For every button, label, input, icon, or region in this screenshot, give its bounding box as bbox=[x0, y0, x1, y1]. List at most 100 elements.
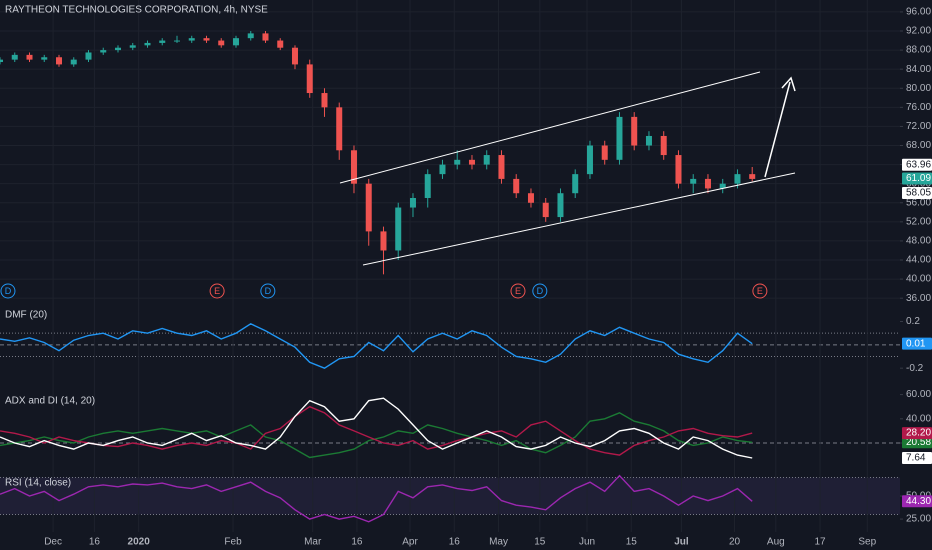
last-value-box bbox=[902, 427, 932, 440]
candle-body bbox=[734, 174, 741, 184]
candle-body bbox=[203, 38, 210, 41]
event-label: D bbox=[537, 286, 544, 296]
candle-body bbox=[85, 52, 92, 60]
y-tick-label: 80.00 bbox=[906, 83, 931, 94]
last-value-label: 0.01 bbox=[906, 338, 926, 349]
y-tick-label: 0.2 bbox=[906, 316, 920, 327]
candle-body bbox=[690, 178, 697, 184]
event-marker bbox=[510, 283, 526, 299]
candle-body bbox=[26, 54, 33, 60]
y-tick-label: 40.00 bbox=[906, 413, 931, 424]
candle-body bbox=[719, 183, 726, 189]
candle-body bbox=[321, 93, 328, 108]
x-tick-label: 15 bbox=[626, 537, 638, 548]
event-label: E bbox=[757, 286, 763, 296]
x-tick-label: 15 bbox=[534, 537, 546, 548]
candle-body bbox=[424, 174, 431, 198]
candle-body bbox=[350, 150, 357, 184]
candle-body bbox=[129, 45, 136, 48]
x-tick-label: Sep bbox=[858, 537, 876, 548]
y-tick-label: 25.00 bbox=[906, 514, 931, 525]
candle-body bbox=[749, 174, 756, 179]
y-tick-label: 96.00 bbox=[906, 7, 931, 18]
x-tick-label: Apr bbox=[402, 537, 418, 548]
candle-body bbox=[380, 231, 387, 251]
last-value-box bbox=[902, 436, 932, 449]
arrow bbox=[764, 81, 791, 178]
x-tick-label: 16 bbox=[449, 537, 461, 548]
candle-body bbox=[100, 50, 107, 53]
event-marker bbox=[209, 283, 225, 299]
candle-body bbox=[409, 197, 416, 208]
last-value-box bbox=[902, 495, 932, 508]
candle-body bbox=[173, 40, 180, 42]
series-line bbox=[0, 323, 753, 369]
y-tick-label: 60.00 bbox=[906, 389, 931, 400]
event-marker bbox=[532, 283, 548, 299]
x-tick-label: 20 bbox=[729, 537, 741, 548]
event-label: E bbox=[515, 286, 521, 296]
candle-body bbox=[159, 40, 166, 43]
candle-body bbox=[557, 193, 564, 218]
candle-body bbox=[586, 145, 593, 175]
candle-body bbox=[439, 164, 446, 175]
channel-upper bbox=[339, 71, 761, 184]
event-marker bbox=[0, 283, 16, 299]
candle-body bbox=[498, 155, 505, 179]
last-value-label: 28.20 bbox=[906, 428, 931, 439]
channel-lower bbox=[362, 172, 796, 266]
candle-body bbox=[41, 57, 48, 60]
candle-body bbox=[11, 54, 18, 60]
x-tick-label: 16 bbox=[89, 537, 101, 548]
y-tick-label: 76.00 bbox=[906, 102, 931, 113]
x-tick-label: May bbox=[489, 537, 508, 548]
marks bbox=[0, 31, 756, 523]
candle-body bbox=[306, 64, 313, 94]
x-tick-label: Mar bbox=[304, 537, 322, 548]
y-tick-label: 88.00 bbox=[906, 45, 931, 56]
x-tick-label: Dec bbox=[44, 537, 62, 548]
candle-body bbox=[70, 59, 77, 65]
candle-body bbox=[542, 202, 549, 218]
pane-title: DMF (20) bbox=[5, 310, 47, 321]
price-label-box bbox=[902, 172, 932, 185]
candle-body bbox=[365, 183, 372, 232]
candle-body bbox=[631, 116, 638, 146]
y-tick-label: 92.00 bbox=[906, 26, 931, 37]
y-tick-label: 56.00 bbox=[906, 197, 931, 208]
last-value-label: 44.30 bbox=[906, 496, 931, 507]
x-tick-label: 17 bbox=[814, 537, 826, 548]
series-line bbox=[0, 474, 753, 523]
candle-body bbox=[513, 178, 520, 194]
price-label: 61.09 bbox=[906, 173, 931, 184]
pane-title: RAYTHEON TECHNOLOGIES CORPORATION, 4h, N… bbox=[5, 5, 268, 16]
y-tick-label: 44.00 bbox=[906, 255, 931, 266]
x-tick-label: Feb bbox=[224, 537, 242, 548]
candle-body bbox=[675, 155, 682, 184]
candle-body bbox=[527, 193, 534, 203]
candle-body bbox=[291, 47, 298, 65]
price-label: 63.96 bbox=[906, 159, 931, 170]
event-marker bbox=[260, 283, 276, 299]
candle-body bbox=[645, 135, 652, 146]
x-tick-label: Jul bbox=[674, 537, 689, 548]
event-label: D bbox=[5, 286, 12, 296]
last-value-box bbox=[902, 451, 932, 464]
y-tick-label: 36.00 bbox=[906, 293, 931, 304]
last-value-label: 7.64 bbox=[906, 453, 926, 464]
y-tick-label: -0.2 bbox=[906, 363, 924, 374]
candle-body bbox=[483, 155, 490, 165]
candle-body bbox=[704, 178, 711, 189]
y-tick-label: 84.00 bbox=[906, 64, 931, 75]
candle-body bbox=[336, 107, 343, 151]
series-line bbox=[0, 397, 753, 459]
candle-body bbox=[188, 38, 195, 41]
labels: 36.0040.0044.0048.0052.0056.0060.0064.00… bbox=[0, 5, 932, 548]
candle-body bbox=[55, 57, 62, 65]
price-label: 58.05 bbox=[906, 188, 931, 199]
price-label-box bbox=[902, 186, 932, 199]
y-tick-label: 72.00 bbox=[906, 121, 931, 132]
candle-body bbox=[468, 159, 475, 165]
